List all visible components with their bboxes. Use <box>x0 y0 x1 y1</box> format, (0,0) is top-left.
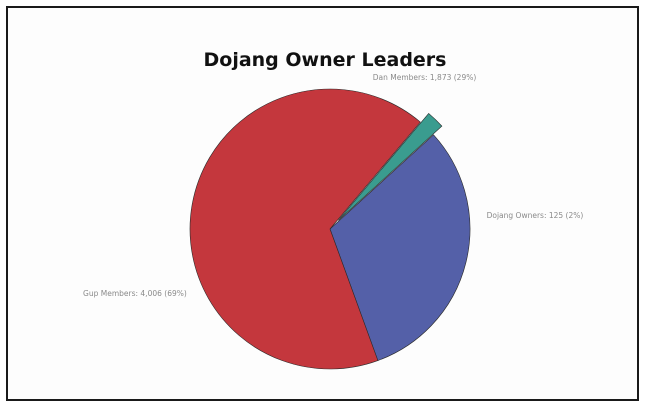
pie-slice-dojang-owners <box>338 113 443 221</box>
chart-title: Dojang Owner Leaders <box>204 49 447 71</box>
slice-label-dojang-owners: Dojang Owners: 125 (2%) <box>487 211 584 220</box>
pie-slice-dan-members <box>329 134 471 361</box>
chart-frame: Dojang Owner Leaders Dan Members: 1,873 … <box>6 6 639 401</box>
slice-label-gup-members: Gup Members: 4,006 (69%) <box>83 289 187 298</box>
slice-label-dan-members: Dan Members: 1,873 (29%) <box>373 73 477 82</box>
pie-slice-gup-members <box>189 88 421 370</box>
pie-chart: Dojang Owner Leaders Dan Members: 1,873 … <box>83 49 583 370</box>
pie-slices <box>189 88 471 370</box>
slice-labels: Dan Members: 1,873 (29%) Dojang Owners: 1… <box>83 73 583 298</box>
